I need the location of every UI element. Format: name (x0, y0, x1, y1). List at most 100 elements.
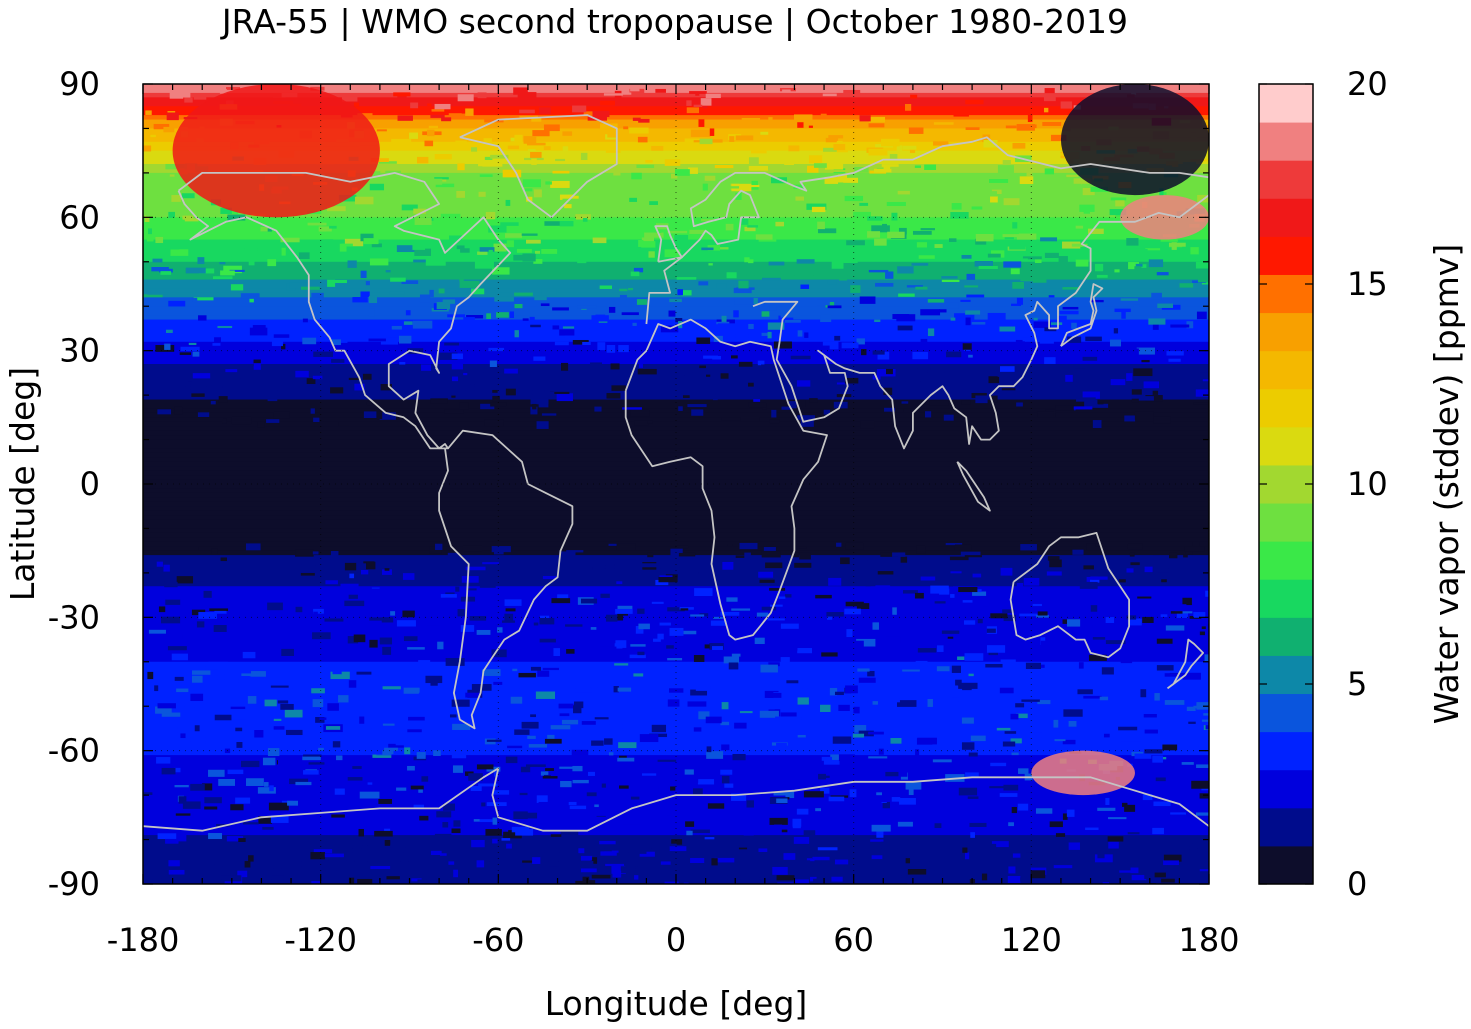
latitude-band (143, 181, 1209, 187)
texture-patch (295, 606, 303, 613)
texture-patch (568, 801, 577, 806)
texture-patch (680, 608, 689, 611)
texture-patch (204, 806, 218, 810)
texture-patch (797, 415, 815, 420)
texture-patch (690, 857, 705, 863)
texture-patch (1067, 336, 1082, 343)
texture-patch (823, 409, 831, 415)
texture-patch (988, 376, 1000, 384)
texture-patch (698, 711, 710, 720)
texture-patch (220, 207, 232, 214)
texture-patch (526, 196, 533, 202)
texture-patch (559, 551, 576, 559)
texture-patch (892, 607, 897, 615)
texture-patch (382, 646, 392, 655)
texture-patch (1082, 356, 1098, 361)
colorbar-swatch (1259, 236, 1313, 275)
texture-patch (628, 850, 647, 854)
texture-patch (791, 582, 808, 585)
latitude-band (143, 292, 1209, 298)
texture-patch (1092, 637, 1106, 640)
texture-patch (1091, 299, 1104, 303)
texture-patch (514, 292, 533, 296)
texture-patch (1038, 664, 1045, 668)
texture-patch (481, 802, 486, 807)
texture-patch (1010, 718, 1022, 723)
texture-patch (921, 399, 930, 405)
latitude-band (143, 866, 1209, 872)
texture-patch (490, 85, 497, 92)
texture-patch (596, 558, 615, 566)
texture-patch (962, 595, 967, 601)
latitude-band (143, 821, 1209, 827)
texture-patch (440, 213, 461, 219)
texture-patch (659, 622, 671, 626)
texture-patch (981, 873, 988, 881)
latitude-band (143, 221, 1209, 227)
texture-patch (493, 243, 507, 252)
texture-patch (689, 229, 705, 234)
texture-patch (962, 847, 968, 853)
texture-patch (312, 632, 331, 640)
texture-patch (776, 742, 787, 746)
latitude-band (143, 306, 1209, 312)
texture-patch (798, 678, 803, 686)
texture-patch (505, 756, 518, 764)
texture-patch (211, 548, 218, 554)
texture-patch (143, 294, 163, 298)
texture-patch (1068, 842, 1080, 850)
texture-patch (537, 713, 553, 716)
texture-patch (905, 858, 911, 864)
texture-patch (352, 390, 360, 397)
colorbar-tick-label: 15 (1347, 265, 1388, 303)
texture-patch (377, 265, 393, 270)
texture-patch (229, 210, 239, 215)
texture-patch (813, 163, 827, 168)
texture-patch (690, 614, 705, 617)
colorbar-swatch (1259, 579, 1313, 618)
texture-patch (920, 338, 928, 345)
texture-patch (145, 110, 152, 115)
texture-patch (419, 294, 431, 303)
texture-patch (1094, 854, 1113, 863)
texture-patch (990, 843, 997, 852)
texture-patch (784, 319, 801, 323)
texture-patch (812, 856, 830, 861)
texture-patch (767, 331, 772, 339)
texture-patch (971, 206, 983, 210)
texture-patch (160, 271, 172, 275)
texture-patch (709, 207, 716, 211)
texture-patch (872, 350, 885, 355)
texture-patch (452, 723, 471, 730)
texture-patch (622, 824, 641, 828)
texture-patch (377, 385, 382, 394)
texture-patch (442, 822, 449, 828)
texture-patch (874, 129, 889, 133)
texture-patch (1156, 272, 1169, 276)
texture-patch (486, 802, 507, 807)
texture-patch (226, 87, 241, 90)
texture-patch (632, 837, 643, 844)
texture-patch (974, 261, 993, 267)
texture-patch (977, 618, 983, 624)
latitude-band (143, 341, 1209, 347)
texture-patch (1131, 389, 1142, 395)
texture-patch (172, 85, 179, 92)
texture-patch (161, 767, 176, 775)
texture-patch (529, 316, 535, 324)
texture-patch (1092, 420, 1102, 429)
texture-patch (337, 650, 351, 655)
texture-patch (619, 755, 627, 760)
texture-patch (709, 128, 715, 136)
texture-patch (721, 744, 730, 751)
texture-patch (156, 561, 163, 567)
texture-patch (384, 840, 391, 846)
texture-patch (146, 236, 154, 242)
texture-patch (185, 267, 206, 274)
texture-patch (755, 234, 773, 240)
texture-patch (762, 277, 781, 281)
texture-patch (751, 180, 758, 186)
texture-patch (1134, 411, 1154, 420)
texture-patch (761, 332, 770, 336)
texture-patch (868, 756, 888, 759)
